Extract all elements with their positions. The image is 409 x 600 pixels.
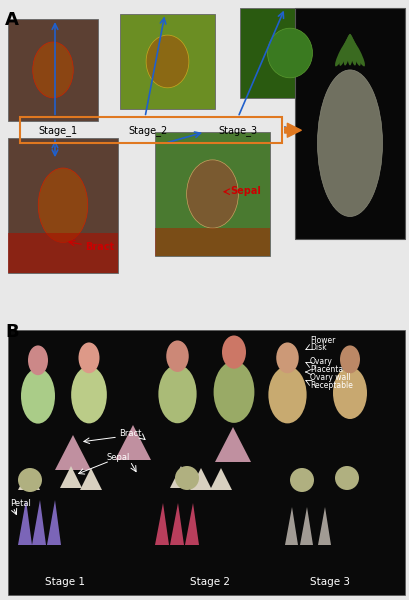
Bar bbox=[8, 19, 98, 121]
Polygon shape bbox=[55, 435, 91, 470]
Text: Placenta: Placenta bbox=[309, 365, 342, 374]
Text: Bract: Bract bbox=[85, 242, 114, 253]
Circle shape bbox=[334, 466, 358, 490]
Text: B: B bbox=[5, 323, 18, 341]
Ellipse shape bbox=[78, 343, 99, 373]
Text: Petal: Petal bbox=[10, 499, 31, 509]
Polygon shape bbox=[184, 503, 198, 545]
Ellipse shape bbox=[317, 70, 382, 217]
Ellipse shape bbox=[339, 346, 359, 373]
Ellipse shape bbox=[21, 368, 55, 424]
Polygon shape bbox=[189, 468, 211, 490]
Text: Stage_1: Stage_1 bbox=[38, 125, 77, 136]
Ellipse shape bbox=[339, 36, 350, 66]
Ellipse shape bbox=[276, 343, 298, 373]
Ellipse shape bbox=[213, 361, 254, 423]
Polygon shape bbox=[299, 507, 312, 545]
Text: Stage 2: Stage 2 bbox=[189, 577, 229, 587]
Text: Sepal: Sepal bbox=[229, 186, 260, 196]
Polygon shape bbox=[214, 427, 250, 462]
Ellipse shape bbox=[268, 366, 306, 424]
Polygon shape bbox=[155, 503, 169, 545]
Text: Stage_2: Stage_2 bbox=[128, 125, 167, 136]
Ellipse shape bbox=[349, 39, 364, 67]
Circle shape bbox=[18, 468, 42, 492]
Polygon shape bbox=[170, 466, 191, 488]
Polygon shape bbox=[32, 500, 46, 545]
Polygon shape bbox=[170, 503, 184, 545]
Bar bbox=[120, 14, 214, 109]
Text: Stage_3: Stage_3 bbox=[218, 125, 257, 136]
FancyArrowPatch shape bbox=[284, 124, 301, 137]
Ellipse shape bbox=[346, 34, 352, 65]
Circle shape bbox=[175, 466, 198, 490]
Polygon shape bbox=[115, 425, 151, 460]
Text: Stage 1: Stage 1 bbox=[45, 577, 85, 587]
Ellipse shape bbox=[348, 34, 355, 65]
Polygon shape bbox=[284, 507, 297, 545]
Text: Flower: Flower bbox=[309, 336, 335, 345]
Bar bbox=[155, 228, 270, 256]
Polygon shape bbox=[60, 466, 82, 488]
Text: Bract: Bract bbox=[119, 428, 141, 437]
Ellipse shape bbox=[221, 335, 245, 369]
Polygon shape bbox=[47, 500, 61, 545]
Polygon shape bbox=[209, 468, 231, 490]
Polygon shape bbox=[18, 500, 32, 545]
Ellipse shape bbox=[33, 42, 73, 98]
Polygon shape bbox=[18, 468, 40, 490]
Ellipse shape bbox=[349, 36, 360, 66]
Bar bbox=[294, 8, 404, 239]
Ellipse shape bbox=[158, 365, 196, 423]
Bar bbox=[8, 233, 118, 273]
Ellipse shape bbox=[343, 34, 351, 65]
Ellipse shape bbox=[71, 366, 107, 424]
Text: Stage 3: Stage 3 bbox=[309, 577, 349, 587]
Ellipse shape bbox=[267, 28, 312, 78]
Text: A: A bbox=[5, 11, 19, 29]
Ellipse shape bbox=[38, 168, 88, 242]
Ellipse shape bbox=[28, 346, 48, 375]
Bar bbox=[239, 8, 339, 98]
Ellipse shape bbox=[332, 367, 366, 419]
Bar bbox=[8, 137, 118, 273]
Ellipse shape bbox=[146, 35, 189, 88]
Text: Sepal: Sepal bbox=[106, 454, 129, 463]
Ellipse shape bbox=[166, 340, 188, 372]
Ellipse shape bbox=[186, 160, 238, 228]
Polygon shape bbox=[80, 468, 102, 490]
Text: Receptable: Receptable bbox=[309, 381, 352, 390]
Ellipse shape bbox=[334, 39, 349, 67]
Text: Disk: Disk bbox=[309, 343, 326, 352]
Polygon shape bbox=[317, 507, 330, 545]
Text: Ovary: Ovary bbox=[309, 357, 332, 366]
Bar bbox=[155, 132, 270, 256]
Text: Ovary wall: Ovary wall bbox=[309, 373, 350, 382]
Bar bbox=[20, 117, 281, 143]
Circle shape bbox=[289, 468, 313, 492]
